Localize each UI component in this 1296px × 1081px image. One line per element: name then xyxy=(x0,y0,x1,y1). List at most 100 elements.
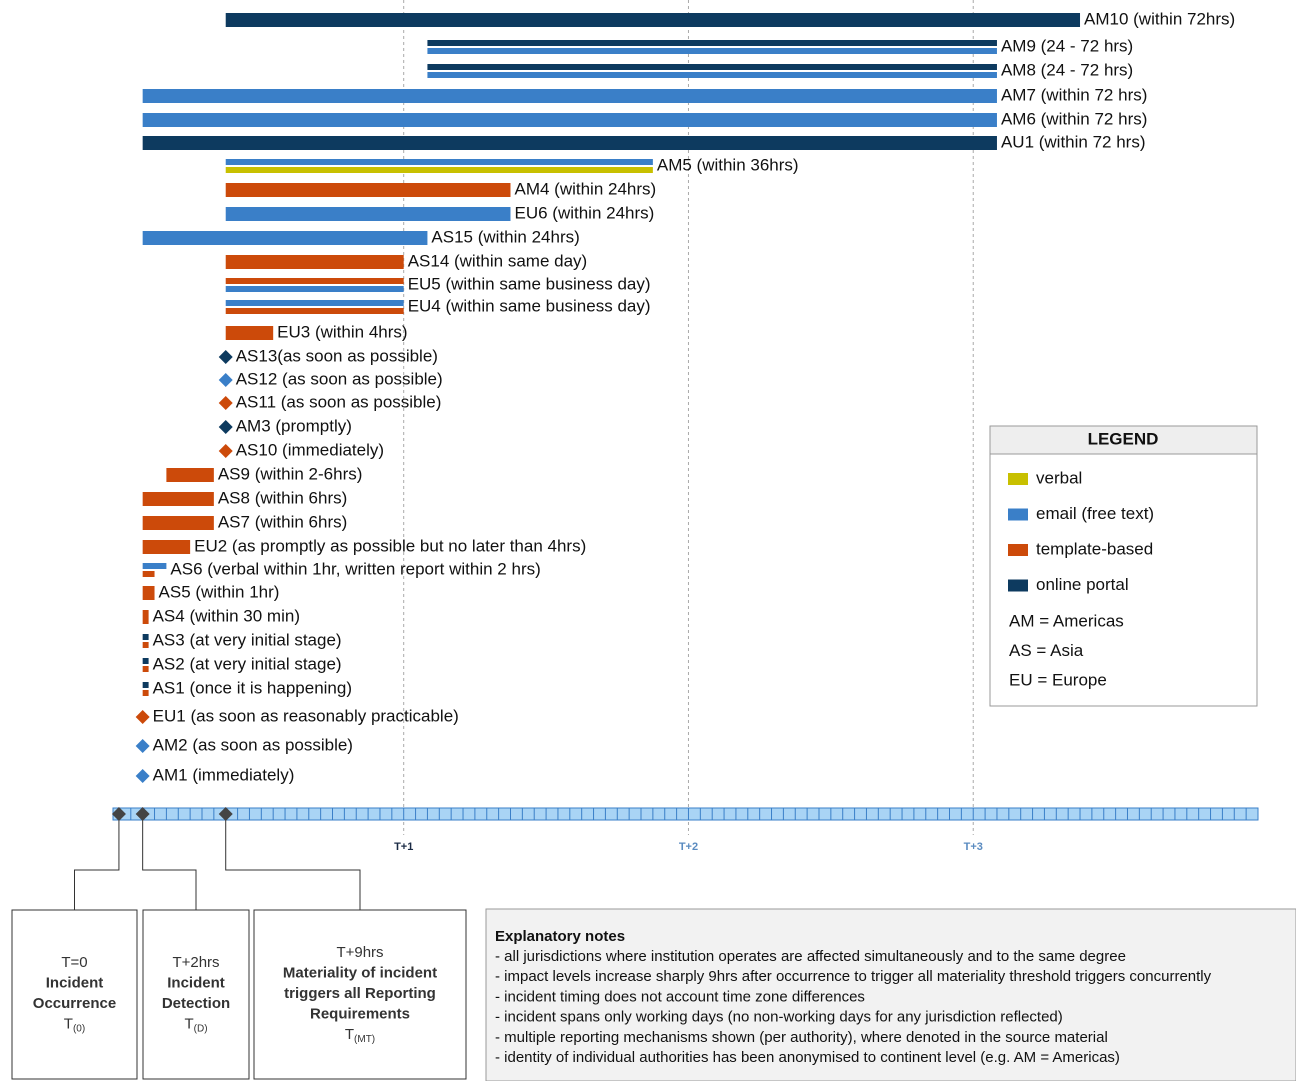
row-label: EU6 (within 24hrs) xyxy=(514,203,654,222)
event-symbol: T(D) xyxy=(184,1015,207,1034)
x-tick-label: T+1 xyxy=(394,841,413,853)
bar-segment xyxy=(142,682,149,688)
row-label: AS9 (within 2-6hrs) xyxy=(218,464,363,483)
point-marker xyxy=(218,420,233,434)
bar-segment xyxy=(427,48,997,54)
point-marker xyxy=(135,710,150,724)
point-marker xyxy=(218,350,233,364)
event-title: Requirements xyxy=(310,1005,410,1022)
point-marker xyxy=(135,739,150,753)
bar-segment xyxy=(225,207,511,221)
row-label: AM9 (24 - 72 hrs) xyxy=(1001,36,1133,55)
row-label: AS2 (at very initial stage) xyxy=(153,654,342,673)
legend-swatch xyxy=(1008,579,1028,592)
row-label: AS11 (as soon as possible) xyxy=(236,392,442,411)
legend-box xyxy=(989,425,1258,707)
event-symbol: T(0) xyxy=(64,1015,85,1034)
bar-segment xyxy=(225,308,404,314)
bar-segment xyxy=(142,516,214,530)
bar-segment xyxy=(427,64,997,70)
bar-segment xyxy=(142,563,167,569)
legend-swatch xyxy=(1008,508,1028,521)
event-title: Occurrence xyxy=(33,995,116,1012)
legend-label: email (free text) xyxy=(1036,504,1154,523)
note-line: - impact levels increase sharply 9hrs af… xyxy=(495,968,1212,985)
row-label: AM4 (within 24hrs) xyxy=(514,179,656,198)
x-tick-label: T+3 xyxy=(964,841,983,853)
point-marker xyxy=(218,396,233,410)
legend-label: online portal xyxy=(1036,575,1129,594)
bar-segment xyxy=(142,540,191,554)
bar-segment xyxy=(142,586,155,600)
event-symbol: T(MT) xyxy=(345,1026,375,1045)
legend-label: verbal xyxy=(1036,468,1082,487)
row-label: AS13(as soon as possible) xyxy=(236,346,438,365)
bar-segment xyxy=(225,278,404,284)
row-label: AS8 (within 6hrs) xyxy=(218,488,347,507)
point-marker xyxy=(135,769,150,783)
bar-segment xyxy=(225,167,653,173)
bar-segment xyxy=(142,642,149,648)
row-label: EU3 (within 4hrs) xyxy=(277,322,407,341)
bar-segment xyxy=(142,610,149,624)
bar-segment xyxy=(225,13,1081,27)
legend-swatch xyxy=(1008,473,1028,485)
row-label: AM6 (within 72 hrs) xyxy=(1001,109,1147,128)
symbol-sub: (MT) xyxy=(354,1034,375,1045)
note-line: - multiple reporting mechanisms shown (p… xyxy=(495,1029,1108,1046)
bar-segment xyxy=(225,286,404,292)
bar-segment xyxy=(142,113,997,127)
symbol: T xyxy=(345,1026,354,1043)
row-label: EU4 (within same business day) xyxy=(408,296,651,315)
row-label: AM7 (within 72 hrs) xyxy=(1001,85,1147,104)
row-label: AU1 (within 72 hrs) xyxy=(1001,132,1146,151)
event-time: T+9hrs xyxy=(336,944,383,961)
bar-segment xyxy=(142,136,997,150)
event-marker xyxy=(218,807,233,821)
bar-segment xyxy=(142,658,149,664)
row-label: AS15 (within 24hrs) xyxy=(431,227,579,246)
row-label: AM3 (promptly) xyxy=(236,416,352,435)
symbol: T xyxy=(64,1015,73,1032)
connector xyxy=(74,814,120,910)
event-box xyxy=(253,909,467,1080)
symbol: T xyxy=(184,1015,193,1032)
notes-title: Explanatory notes xyxy=(495,928,625,945)
event-time: T+2hrs xyxy=(172,954,219,971)
note-line: - incident spans only working days (no n… xyxy=(495,1009,1063,1026)
bar-segment xyxy=(225,255,404,269)
event-box xyxy=(11,909,138,1080)
row-label: AS5 (within 1hr) xyxy=(159,582,280,601)
legend-header xyxy=(989,425,1258,455)
bar-segment xyxy=(427,72,997,78)
connector xyxy=(225,814,361,910)
legend-abbreviation: EU = Europe xyxy=(1009,670,1107,689)
row-label: AS3 (at very initial stage) xyxy=(153,630,342,649)
bar-segment xyxy=(142,666,149,672)
x-tick-label: T+2 xyxy=(679,841,698,853)
legend-abbreviation: AS = Asia xyxy=(1009,641,1084,660)
event-marker xyxy=(111,807,126,821)
bar-segment xyxy=(225,159,653,165)
bar-segment xyxy=(142,89,997,103)
event-title: triggers all Reporting xyxy=(284,985,436,1002)
row-label: AS1 (once it is happening) xyxy=(153,678,352,697)
row-label: AS12 (as soon as possible) xyxy=(236,369,443,388)
legend-label: template-based xyxy=(1036,539,1153,558)
notes-box xyxy=(485,908,1296,1081)
row-label: AM1 (immediately) xyxy=(153,765,295,784)
point-marker xyxy=(218,373,233,387)
row-label: AS10 (immediately) xyxy=(236,440,384,459)
event-title: Incident xyxy=(46,974,104,991)
bar-segment xyxy=(142,492,214,506)
bar-segment xyxy=(225,326,274,340)
bar-segment xyxy=(166,468,214,482)
bar-segment xyxy=(142,634,149,640)
legend-swatch xyxy=(1008,544,1028,556)
bar-segment xyxy=(225,183,511,197)
row-label: EU2 (as promptly as possible but no late… xyxy=(194,536,586,555)
note-line: - identity of individual authorities has… xyxy=(495,1049,1120,1066)
row-label: AM5 (within 36hrs) xyxy=(657,155,799,174)
row-label: AM2 (as soon as possible) xyxy=(153,735,353,754)
